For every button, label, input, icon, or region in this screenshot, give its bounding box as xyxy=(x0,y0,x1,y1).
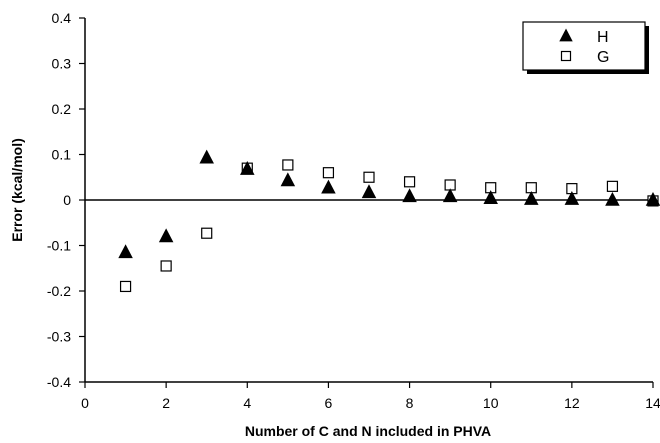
data-point-H xyxy=(280,172,296,187)
data-point-H xyxy=(605,191,620,206)
y-tick-label: 0.2 xyxy=(52,101,72,117)
y-tick-label: -0.3 xyxy=(47,329,71,345)
data-point-H xyxy=(118,244,133,259)
data-point-H xyxy=(361,184,377,199)
x-tick-label: 2 xyxy=(162,395,170,411)
y-axis-title: Error (kcal/mol) xyxy=(9,138,25,241)
y-tick-label: 0 xyxy=(63,192,71,208)
y-tick-label: -0.2 xyxy=(47,283,71,299)
x-tick-label: 0 xyxy=(81,395,89,411)
x-tick-label: 12 xyxy=(564,395,580,411)
legend-label-G: G xyxy=(597,49,609,66)
y-tick-label: -0.1 xyxy=(47,238,71,254)
data-point-H xyxy=(442,188,458,203)
data-point-H xyxy=(402,188,417,203)
x-tick-label: 6 xyxy=(325,395,333,411)
data-point-H xyxy=(524,191,539,205)
x-tick-label: 8 xyxy=(406,395,414,411)
data-point-H xyxy=(199,149,214,164)
data-point-G xyxy=(403,176,416,188)
x-axis-title: Number of C and N included in PHVA xyxy=(245,423,491,439)
x-tick-label: 4 xyxy=(243,395,251,411)
series-G xyxy=(119,159,659,293)
data-point-G xyxy=(363,171,375,183)
data-point-G xyxy=(119,280,132,293)
data-point-H xyxy=(321,179,336,194)
y-tick-label: -0.4 xyxy=(47,374,71,390)
data-point-H xyxy=(483,190,498,204)
y-tick-label: 0.3 xyxy=(52,56,72,72)
data-point-H xyxy=(240,160,255,175)
data-point-H xyxy=(645,191,660,206)
x-tick-label: 10 xyxy=(483,395,499,411)
data-point-G xyxy=(606,180,619,192)
legend: HG xyxy=(522,21,649,74)
y-tick-label: 0.1 xyxy=(52,147,72,163)
legend-box xyxy=(522,21,646,71)
legend-marker-G xyxy=(560,50,572,62)
data-point-G xyxy=(322,167,335,179)
data-point-G xyxy=(201,227,213,239)
y-tick-label: 0.4 xyxy=(52,10,72,26)
marks-layer xyxy=(118,149,660,293)
data-point-H xyxy=(564,191,580,205)
x-tick-label: 14 xyxy=(645,395,660,411)
series-H xyxy=(118,149,660,259)
data-point-G xyxy=(160,260,172,272)
data-point-G xyxy=(282,159,294,171)
ticks-layer: -0.4 -0.3 -0.2 -0.1 0 0.1 0.2 0.3 0.4 0 2 4 6 8 10 12 14 xyxy=(47,10,660,411)
legend-label-H: H xyxy=(597,29,609,46)
legend-marker-H xyxy=(559,28,573,42)
data-point-H xyxy=(158,228,174,243)
